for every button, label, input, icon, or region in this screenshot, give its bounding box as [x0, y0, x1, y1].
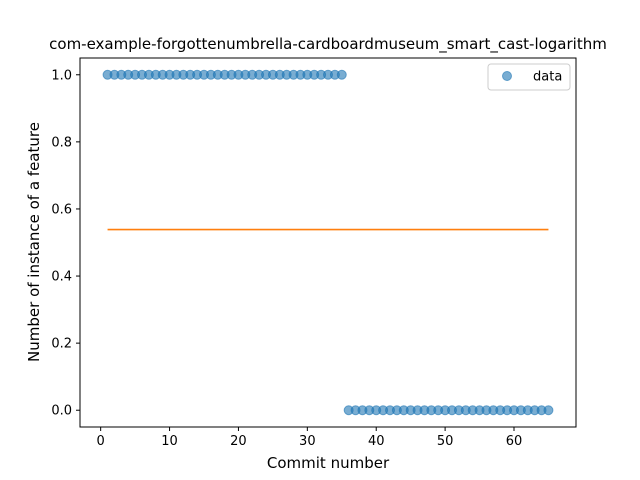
y-tick-label: 0.8	[51, 135, 72, 150]
y-tick-label: 0.6	[51, 202, 72, 217]
axes: 0 10 20 30 40 50 60 0.0 0.2 0.4 0.6 0.8 1.0	[51, 57, 577, 449]
x-tick-label: 10	[161, 434, 178, 449]
plot-area	[80, 58, 576, 427]
y-axis-label: Number of instance of a feature	[25, 122, 43, 362]
x-tick-label: 60	[506, 434, 523, 449]
x-tick-label: 20	[230, 434, 247, 449]
plot-background	[80, 58, 576, 427]
legend-label-data: data	[533, 70, 562, 85]
x-axis-label: Commit number	[267, 454, 390, 472]
y-tick-label: 1.0	[51, 68, 72, 83]
x-tick-label: 50	[437, 434, 454, 449]
chart-marks	[102, 69, 554, 416]
data-point	[336, 69, 347, 80]
data-point	[543, 405, 554, 416]
legend-marker-data	[502, 71, 512, 81]
y-tick-label: 0.4	[51, 270, 72, 285]
legend: data	[487, 63, 571, 91]
plot-frame	[79, 57, 577, 428]
x-tick-label: 40	[368, 434, 385, 449]
chart-title: com-example-forgottenumbrella-cardboardm…	[49, 35, 607, 54]
legend-box	[487, 63, 571, 91]
x-tick-label: 30	[299, 434, 316, 449]
x-tick-label: 0	[97, 434, 105, 449]
y-tick-label: 0.0	[51, 404, 72, 419]
y-tick-label: 0.2	[51, 337, 72, 352]
